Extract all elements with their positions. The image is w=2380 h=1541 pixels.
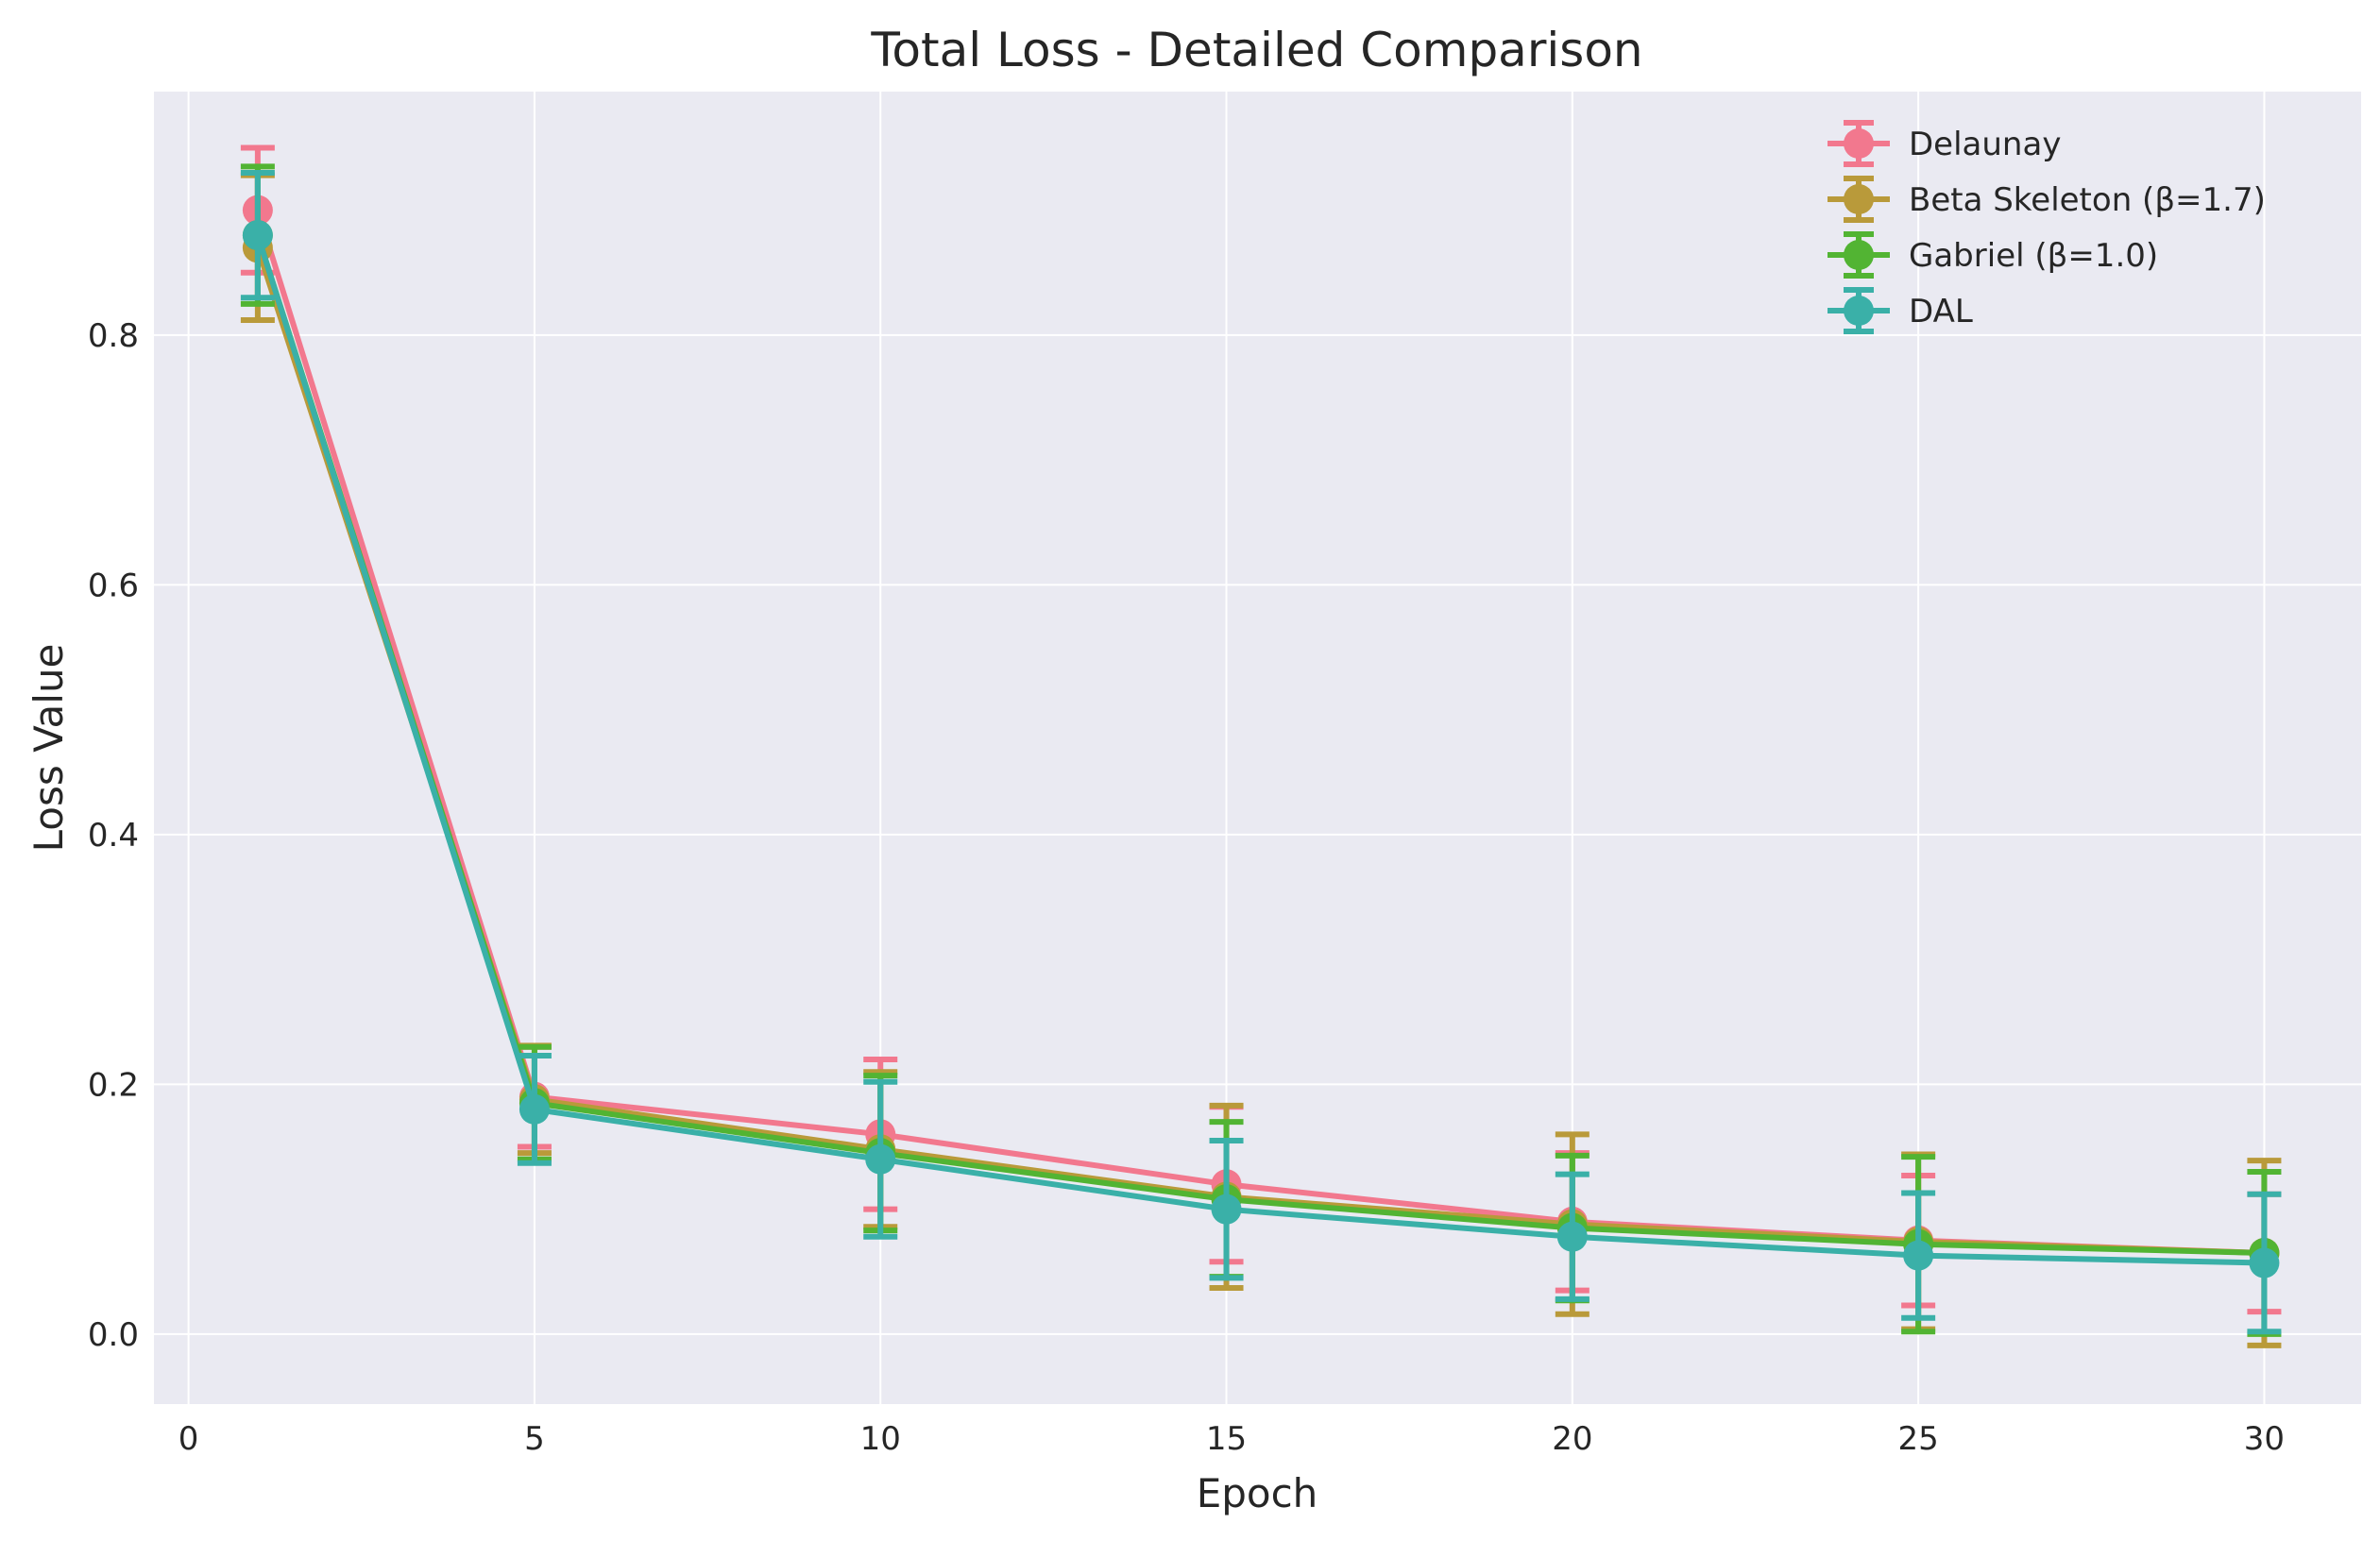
legend-label: DAL <box>1909 293 1973 330</box>
x-tick-label: 25 <box>1898 1420 1939 1458</box>
y-tick-label: 0.6 <box>88 567 139 604</box>
x-tick-label: 20 <box>1552 1420 1592 1458</box>
x-axis-label: Epoch <box>1197 1470 1318 1516</box>
data-point <box>1903 1240 1934 1271</box>
y-tick-labels: 0.0 0.2 0.4 0.6 0.8 <box>88 317 139 1354</box>
legend-marker <box>1844 296 1874 326</box>
series-3 <box>240 169 2282 1335</box>
legend-marker <box>1844 184 1874 214</box>
legend-item: Gabriel (β=1.0) <box>1828 231 2158 279</box>
data-point <box>865 1143 896 1175</box>
series-layer <box>240 144 2282 1348</box>
legend-marker <box>1844 128 1874 159</box>
legend-marker <box>1844 240 1874 270</box>
x-tick-label: 10 <box>860 1420 901 1458</box>
legend-item: DAL <box>1828 287 1973 334</box>
x-tick-label: 30 <box>2244 1420 2285 1458</box>
data-point <box>1211 1194 1242 1225</box>
y-tick-label: 0.2 <box>88 1066 139 1104</box>
data-point <box>1556 1221 1588 1252</box>
chart-title: Total Loss - Detailed Comparison <box>870 23 1642 77</box>
legend-label: Gabriel (β=1.0) <box>1909 237 2158 275</box>
legend: Delaunay Beta Skeleton (β=1.7) Gabriel (β=… <box>1828 120 2266 334</box>
x-tick-label: 0 <box>178 1420 199 1458</box>
y-axis-label: Loss Value <box>26 644 72 853</box>
y-tick-label: 0.0 <box>88 1316 139 1354</box>
legend-label: Delaunay <box>1909 126 2061 163</box>
plot-background <box>154 92 2361 1404</box>
data-point <box>242 220 273 251</box>
data-point <box>2249 1247 2280 1279</box>
legend-item: Beta Skeleton (β=1.7) <box>1828 176 2266 223</box>
x-tick-label: 5 <box>524 1420 545 1458</box>
data-point <box>518 1093 550 1125</box>
y-tick-label: 0.8 <box>88 317 139 355</box>
grid-lines <box>154 92 2361 1404</box>
x-tick-labels: 0 5 10 15 20 25 30 <box>178 1420 2285 1458</box>
y-tick-label: 0.4 <box>88 817 139 855</box>
x-tick-label: 15 <box>1206 1420 1247 1458</box>
legend-label: Beta Skeleton (β=1.7) <box>1909 181 2266 219</box>
legend-item: Delaunay <box>1828 120 2061 167</box>
